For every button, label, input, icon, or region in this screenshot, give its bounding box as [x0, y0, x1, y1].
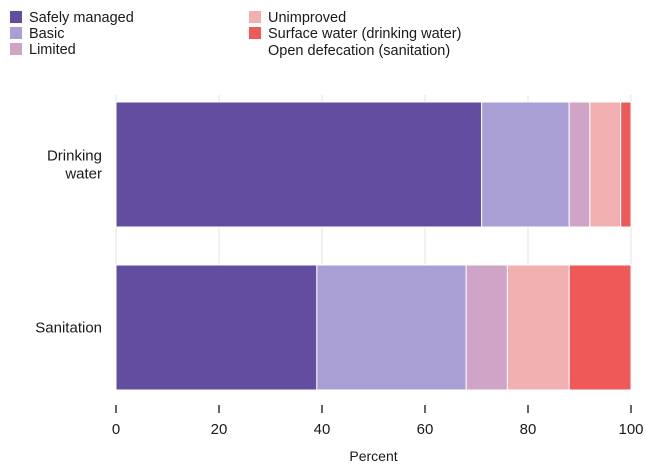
bar-segment [115, 264, 318, 391]
bar-segment [506, 264, 570, 391]
category-labels: Drinking water Sanitation [35, 148, 102, 337]
x-tick-label: 100 [618, 421, 643, 438]
category-label: Sanitation [35, 320, 102, 337]
legend-swatch [249, 11, 261, 23]
bars [115, 101, 632, 391]
bar-segment [620, 101, 632, 228]
x-axis: 0 20 40 60 80 100 [112, 405, 644, 438]
legend-swatch [249, 27, 261, 39]
bar-segment [115, 101, 483, 228]
category-label: Drinking water [47, 148, 102, 183]
x-tick-label: 60 [417, 421, 434, 438]
bar-segment [481, 101, 570, 228]
x-tick-label: 40 [314, 421, 331, 438]
bar-segment [568, 264, 632, 391]
bar-segment [589, 101, 622, 228]
legend-label: Safely managed [29, 10, 134, 26]
bar-segment [316, 264, 467, 391]
x-tick-label: 20 [211, 421, 228, 438]
legend-swatch [10, 27, 22, 39]
legend-swatch [10, 11, 22, 23]
legend-label: Basic [29, 26, 64, 42]
bar-segment [568, 101, 591, 228]
bar-segment [465, 264, 508, 391]
legend-label: Unimproved [268, 10, 346, 26]
legend-swatch [10, 43, 22, 55]
legend-label: Surface water (drinking water) Open defec… [268, 26, 461, 59]
legend-label: Limited [29, 42, 76, 58]
x-tick-label: 0 [112, 421, 120, 438]
x-axis-title: Percent [349, 448, 397, 464]
x-tick-label: 80 [520, 421, 537, 438]
